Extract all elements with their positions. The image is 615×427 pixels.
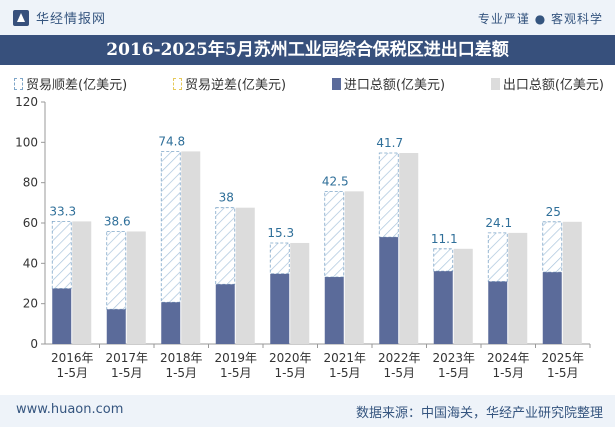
x-tick-label: 1-5月 bbox=[329, 366, 361, 380]
import-bar bbox=[270, 273, 290, 344]
import-bar bbox=[215, 284, 235, 344]
tagline: 专业严谨 ● 客观科学 bbox=[477, 12, 603, 26]
y-tick-label: 20 bbox=[23, 297, 38, 311]
chart-legend: 贸易顺差(亿美元) 贸易逆差(亿美元) 进口总额(亿美元) 出口总额(亿美元) bbox=[14, 74, 604, 93]
export-bar bbox=[508, 232, 528, 344]
export-bar bbox=[235, 207, 255, 344]
import-bar bbox=[324, 277, 344, 344]
export-bar bbox=[344, 191, 364, 344]
x-tick-label: 2023年 bbox=[432, 351, 475, 365]
top-bar: 华经情报网 专业严谨 ● 客观科学 bbox=[0, 0, 615, 35]
surplus-bar bbox=[542, 221, 563, 273]
x-tick-label: 1-5月 bbox=[56, 366, 88, 380]
x-tick-label: 2017年 bbox=[105, 351, 148, 365]
x-tick-label: 1-5月 bbox=[547, 366, 579, 380]
surplus-bar bbox=[378, 152, 399, 238]
legend-item-surplus: 贸易顺差(亿美元) bbox=[14, 74, 127, 93]
brand-logo[interactable]: 华经情报网 bbox=[12, 8, 106, 27]
website-link[interactable]: www.huaon.com bbox=[16, 402, 124, 417]
y-tick-label: 120 bbox=[15, 95, 38, 109]
import-bar bbox=[106, 309, 126, 344]
export-bar bbox=[72, 221, 92, 344]
x-tick-label: 1-5月 bbox=[220, 366, 252, 380]
footer: www.huaon.com 数据来源：中国海关，华经产业研究院整理 bbox=[0, 395, 615, 427]
surplus-value-label: 33.3 bbox=[49, 204, 76, 218]
x-tick-label: 2018年 bbox=[160, 351, 203, 365]
y-tick-label: 100 bbox=[15, 135, 38, 149]
chart-title: 2016-2025年5月苏州工业园综合保税区进出口差额 bbox=[0, 35, 615, 65]
legend-label-import: 进口总额(亿美元) bbox=[343, 78, 446, 93]
y-tick-label: 80 bbox=[23, 176, 38, 190]
legend-label-export: 出口总额(亿美元) bbox=[502, 78, 604, 93]
import-bar bbox=[52, 288, 72, 344]
surplus-bar bbox=[324, 190, 345, 278]
surplus-value-label: 11.1 bbox=[431, 232, 458, 246]
legend-item-import: 进口总额(亿美元) bbox=[331, 74, 446, 93]
legend-item-export: 出口总额(亿美元) bbox=[490, 74, 604, 93]
import-bar bbox=[542, 272, 562, 344]
surplus-bar bbox=[433, 248, 454, 272]
x-tick-label: 1-5月 bbox=[438, 366, 470, 380]
surplus-value-label: 24.1 bbox=[485, 216, 512, 230]
x-tick-label: 1-5月 bbox=[383, 366, 415, 380]
surplus-value-label: 74.8 bbox=[158, 134, 185, 148]
legend-label-deficit: 贸易逆差(亿美元) bbox=[184, 78, 287, 93]
y-tick-label: 40 bbox=[23, 256, 38, 270]
legend-label-surplus: 贸易顺差(亿美元) bbox=[26, 78, 128, 93]
import-bar bbox=[433, 271, 453, 344]
surplus-value-label: 15.3 bbox=[267, 226, 294, 240]
x-tick-label: 2025年 bbox=[541, 351, 584, 365]
export-swatch-icon bbox=[490, 77, 500, 90]
deficit-swatch-icon bbox=[172, 77, 182, 90]
y-tick-label: 60 bbox=[23, 216, 38, 230]
surplus-value-label: 42.5 bbox=[322, 174, 349, 188]
x-tick-label: 2022年 bbox=[378, 351, 421, 365]
data-source: 数据来源：中国海关，华经产业研究院整理 bbox=[355, 406, 603, 421]
import-bar bbox=[488, 281, 508, 344]
surplus-value-label: 38 bbox=[219, 191, 234, 205]
x-tick-label: 1-5月 bbox=[492, 366, 524, 380]
surplus-value-label: 38.6 bbox=[104, 214, 131, 228]
x-tick-label: 2019年 bbox=[214, 351, 257, 365]
brand-icon bbox=[13, 9, 29, 26]
surplus-bar bbox=[215, 207, 236, 285]
export-bar bbox=[453, 248, 473, 344]
import-bar bbox=[379, 237, 399, 344]
brand-name: 华经情报网 bbox=[36, 12, 107, 27]
x-tick-label: 2024年 bbox=[487, 351, 530, 365]
surplus-bar bbox=[160, 151, 181, 303]
x-tick-label: 1-5月 bbox=[165, 366, 197, 380]
surplus-swatch-icon bbox=[14, 77, 23, 90]
x-tick-label: 1-5月 bbox=[274, 366, 306, 380]
legend-item-deficit: 贸易逆差(亿美元) bbox=[172, 74, 287, 93]
surplus-value-label: 41.7 bbox=[376, 136, 403, 150]
x-tick-label: 1-5月 bbox=[111, 366, 143, 380]
import-bar bbox=[161, 302, 181, 344]
surplus-bar bbox=[269, 242, 290, 275]
import-swatch-icon bbox=[331, 77, 341, 90]
export-bar bbox=[181, 151, 201, 344]
bar-chart: 0204060801001202016年1-5月2017年1-5月2018年1-… bbox=[15, 95, 591, 380]
surplus-bar bbox=[106, 231, 127, 310]
export-bar bbox=[290, 242, 310, 344]
export-bar bbox=[126, 231, 146, 344]
export-bar bbox=[562, 221, 582, 344]
export-bar bbox=[399, 153, 419, 344]
x-tick-label: 2021年 bbox=[323, 351, 366, 365]
x-tick-label: 2016年 bbox=[51, 351, 94, 365]
surplus-value-label: 25 bbox=[546, 205, 561, 219]
x-tick-label: 2020年 bbox=[269, 351, 312, 365]
y-tick-label: 0 bbox=[30, 337, 38, 351]
surplus-bar bbox=[51, 220, 72, 289]
surplus-bar bbox=[487, 232, 508, 282]
